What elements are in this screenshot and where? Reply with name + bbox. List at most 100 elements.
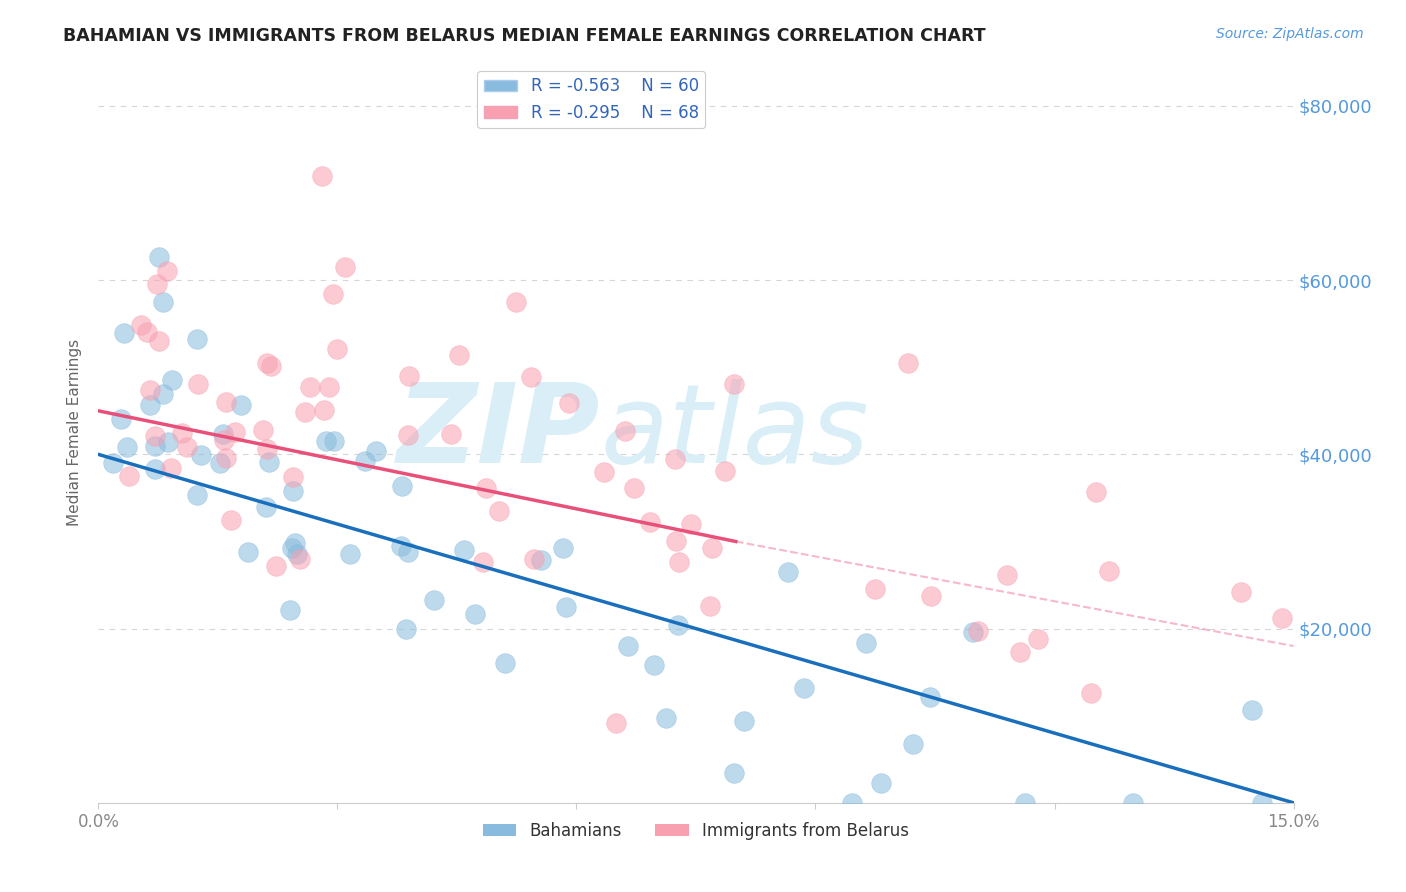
Point (1271, 611, 1294, 625)
Point (339, 547, 361, 561)
Text: Source: ZipAtlas.com: Source: ZipAtlas.com (1216, 27, 1364, 41)
Point (259, 454, 281, 468)
Point (1230, 584, 1253, 599)
Point (294, 405, 316, 419)
Point (605, 716, 627, 731)
Point (395, 623, 418, 637)
Point (714, 464, 737, 478)
Point (855, 636, 877, 650)
Point (1098, 564, 1121, 578)
Point (776, 566, 799, 580)
Point (143, 462, 166, 476)
Point (325, 342, 347, 356)
Point (1084, 484, 1107, 499)
Point (129, 318, 152, 332)
Point (283, 484, 305, 499)
Point (664, 451, 686, 466)
Point (284, 536, 307, 550)
Point (422, 593, 444, 607)
Point (654, 711, 676, 725)
Point (148, 334, 170, 349)
Point (464, 607, 486, 622)
Point (221, 513, 243, 527)
Point (283, 470, 305, 484)
Point (920, 589, 942, 603)
Point (229, 398, 252, 412)
Point (523, 552, 546, 566)
Point (152, 387, 174, 401)
Point (897, 356, 920, 370)
Point (389, 539, 412, 553)
Text: BAHAMIAN VS IMMIGRANTS FROM BELARUS MEDIAN FEMALE EARNINGS CORRELATION CHART: BAHAMIAN VS IMMIGRANTS FROM BELARUS MEDI… (63, 27, 986, 45)
Point (623, 482, 645, 496)
Point (681, 516, 703, 531)
Point (138, 398, 160, 412)
Point (530, 553, 553, 567)
Point (472, 555, 495, 569)
Point (616, 639, 638, 653)
Point (555, 600, 578, 615)
Y-axis label: Median Female Earnings: Median Female Earnings (67, 339, 83, 526)
Point (1240, 704, 1263, 718)
Point (209, 456, 232, 470)
Point (391, 479, 413, 493)
Point (252, 423, 274, 437)
Point (212, 434, 235, 448)
Point (299, 380, 322, 394)
Point (841, 796, 863, 810)
Point (967, 624, 990, 639)
Point (723, 765, 745, 780)
Point (224, 425, 246, 439)
Point (176, 440, 198, 454)
Point (865, 582, 887, 596)
Point (288, 552, 311, 566)
Point (322, 286, 344, 301)
Text: atlas: atlas (600, 379, 869, 486)
Point (146, 277, 169, 291)
Point (333, 260, 356, 275)
Point (215, 451, 238, 466)
Point (901, 737, 924, 751)
Point (668, 618, 690, 632)
Point (117, 469, 139, 483)
Point (190, 449, 212, 463)
Point (558, 395, 581, 409)
Legend: Bahamians, Immigrants from Belarus: Bahamians, Immigrants from Belarus (477, 815, 915, 847)
Point (613, 424, 636, 438)
Point (256, 356, 278, 370)
Point (152, 295, 174, 310)
Point (135, 325, 157, 339)
Point (322, 434, 344, 449)
Point (260, 359, 283, 374)
Point (1122, 796, 1144, 810)
Point (354, 453, 377, 467)
Point (311, 169, 333, 183)
Point (312, 403, 335, 417)
Point (920, 690, 942, 704)
Point (280, 603, 302, 617)
Point (162, 373, 184, 387)
Point (143, 440, 166, 454)
Point (640, 516, 662, 530)
Point (453, 543, 475, 558)
Point (665, 533, 688, 548)
Point (495, 656, 517, 670)
Point (505, 295, 527, 310)
Point (215, 394, 238, 409)
Point (114, 326, 136, 340)
Point (186, 488, 208, 502)
Point (439, 426, 461, 441)
Point (520, 370, 543, 384)
Point (256, 442, 278, 457)
Point (488, 504, 510, 518)
Point (143, 429, 166, 443)
Point (285, 547, 308, 561)
Point (254, 500, 277, 514)
Point (364, 444, 387, 458)
Point (1008, 645, 1031, 659)
Point (236, 545, 259, 559)
Point (643, 658, 665, 673)
Point (995, 568, 1018, 582)
Point (157, 434, 180, 449)
Point (449, 348, 471, 362)
